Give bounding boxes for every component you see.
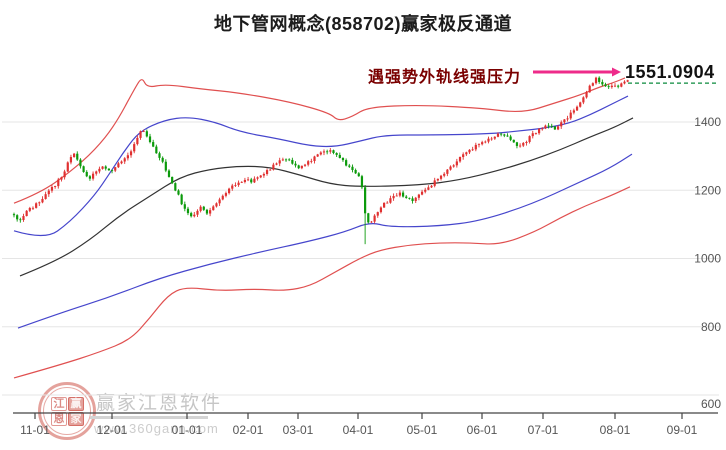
channel-line-outer-top [13, 77, 626, 204]
y-tick-label: 800 [701, 320, 721, 334]
x-tick-label: 03-01 [283, 423, 314, 437]
pressure-annotation-label: 遇强势外轨线强压力 [368, 69, 522, 86]
candles-layer [12, 76, 629, 245]
pressure-price-label: 1551.0904 [625, 62, 715, 82]
x-tick-label: 12-01 [97, 423, 128, 437]
x-tick-label: 11-01 [20, 423, 50, 437]
channel-line-inner-bottom [17, 153, 633, 329]
y-axis-labels: 600 800 1000 1200 1400 [694, 115, 721, 411]
y-tick-label: 600 [701, 397, 721, 411]
x-tick-label: 04-01 [343, 423, 374, 437]
channel-line-outer-bottom [13, 186, 631, 379]
x-axis: 11-01 12-01 01-01 02-01 03-01 04-01 05-01 06-01… [13, 412, 718, 437]
page-title: 地下管网概念(858702)赢家极反通道 [213, 14, 513, 34]
x-tick-label: 06-01 [467, 423, 498, 437]
x-tick-label: 01-01 [172, 423, 203, 437]
x-tick-label: 08-01 [600, 423, 631, 437]
y-tick-label: 1200 [694, 183, 721, 197]
x-tick-label: 02-01 [233, 423, 264, 437]
x-tick-label: 07-01 [528, 423, 559, 437]
pressure-arrow-icon [533, 67, 621, 77]
channel-lines-layer [13, 77, 634, 379]
y-tick-label: 1000 [694, 252, 721, 266]
x-tick-label: 05-01 [407, 423, 438, 437]
channel-line-middle [19, 117, 634, 277]
y-tick-label: 1400 [694, 115, 721, 129]
x-tick-label: 09-01 [667, 423, 698, 437]
